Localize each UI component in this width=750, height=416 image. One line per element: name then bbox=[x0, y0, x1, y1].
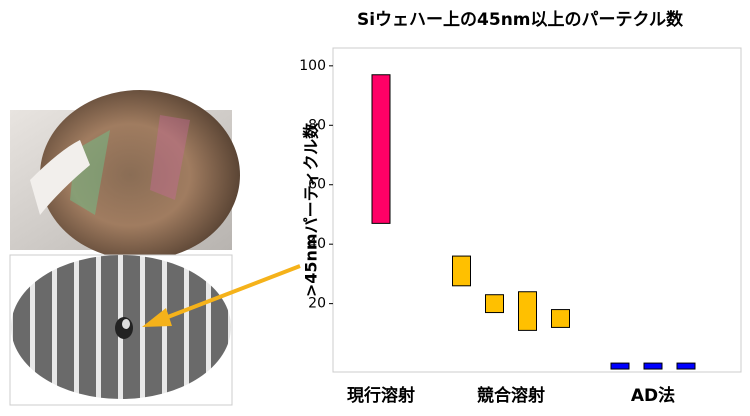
y-tick-label: 40 bbox=[308, 236, 326, 252]
y-axis-label: >45nmパーティクル数 bbox=[302, 122, 321, 297]
y-tick-label: 80 bbox=[308, 117, 326, 133]
page: Siウェハー上の45nm以上のパーテクル数 >45nmパーティクル数 20 40 6… bbox=[0, 0, 750, 416]
range-bar bbox=[453, 256, 471, 286]
y-tick-label: 100 bbox=[299, 58, 326, 74]
range-bar bbox=[372, 75, 390, 224]
range-bar bbox=[552, 310, 570, 328]
category-label: 競合溶射 bbox=[477, 385, 545, 406]
range-bar bbox=[644, 363, 662, 369]
category-label: 現行溶射 bbox=[347, 385, 415, 406]
range-bar bbox=[486, 295, 504, 313]
y-tick-label: 60 bbox=[308, 177, 326, 193]
wafer-photo bbox=[10, 90, 240, 260]
y-tick-label: 20 bbox=[308, 296, 326, 312]
category-label: AD法 bbox=[631, 385, 675, 406]
range-bar bbox=[677, 363, 695, 369]
chart-title: Siウェハー上の45nm以上のパーテクル数 bbox=[357, 9, 684, 30]
range-bar bbox=[611, 363, 629, 369]
sem-image bbox=[10, 255, 232, 405]
range-bar bbox=[519, 292, 537, 331]
